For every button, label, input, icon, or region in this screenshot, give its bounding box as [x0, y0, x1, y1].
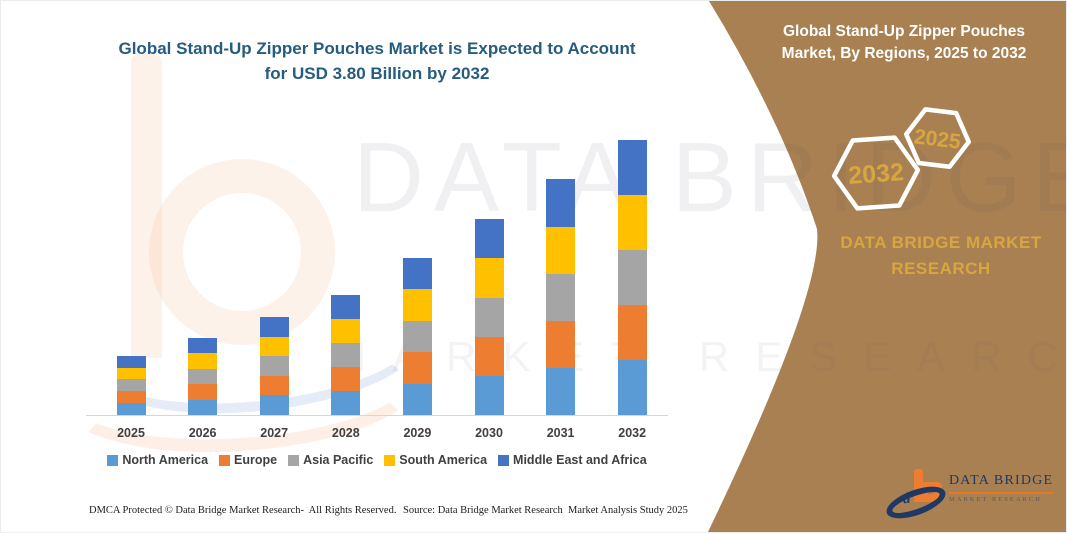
segment-north-america [259, 395, 289, 415]
legend-label: Asia Pacific [303, 453, 374, 467]
bar-2029 [402, 257, 432, 415]
segment-north-america [331, 390, 361, 415]
brand-name-line1: DATA BRIDGE MARKET [840, 233, 1042, 252]
segment-north-america [188, 399, 218, 415]
segment-middle-east-and-africa [116, 355, 146, 368]
logo-company-subtext: MARKET RESEARCH [949, 496, 1042, 503]
legend-swatch-icon [288, 454, 300, 466]
data-bridge-logo: d DATA BRIDGE MARKET RESEARCH [881, 461, 1066, 525]
logo-d-letter: d [902, 490, 912, 508]
segment-south-america [331, 318, 361, 343]
segment-north-america [546, 367, 576, 415]
segment-north-america [116, 403, 146, 415]
bar-2028 [331, 294, 361, 415]
brand-name-text: DATA BRIDGE MARKET RESEARCH [811, 230, 1066, 283]
segment-europe [474, 336, 504, 376]
segment-asia-pacific [188, 368, 218, 384]
segment-south-america [546, 226, 576, 274]
segment-asia-pacific [331, 342, 361, 367]
footer-source-text: Source: Data Bridge Market Research Mark… [403, 505, 688, 516]
x-axis-label-2028: 2028 [331, 426, 360, 440]
plot-area [86, 121, 668, 416]
brand-name-line2: RESEARCH [891, 259, 991, 279]
segment-south-america [116, 367, 146, 380]
legend-label: Europe [234, 453, 278, 467]
segment-europe [546, 320, 576, 368]
legend-label: South America [399, 453, 488, 467]
logo-company-name: DATA BRIDGE [949, 473, 1054, 494]
legend-item-middle-east-and-africa: Middle East and Africa [498, 453, 647, 467]
bar-2025 [116, 355, 146, 415]
segment-middle-east-and-africa [331, 294, 361, 319]
legend-swatch-icon [219, 454, 231, 466]
segment-north-america [617, 359, 647, 415]
segment-middle-east-and-africa [402, 257, 432, 290]
x-axis-label-2031: 2031 [546, 426, 575, 440]
segment-europe [116, 391, 146, 404]
segment-south-america [474, 258, 504, 298]
legend-swatch-icon [107, 454, 119, 466]
x-axis-label-2025: 2025 [117, 426, 145, 440]
segment-middle-east-and-africa [188, 337, 218, 353]
segment-europe [259, 375, 289, 396]
legend-swatch-icon [384, 454, 396, 466]
bar-2030 [474, 219, 504, 415]
legend-label: North America [122, 453, 209, 467]
bar-2032 [617, 139, 647, 415]
segment-asia-pacific [116, 379, 146, 392]
segment-north-america [402, 383, 432, 415]
chart-title-line1: Global Stand-Up Zipper Pouches Market is… [118, 39, 636, 58]
segment-asia-pacific [546, 273, 576, 321]
logo-b-bowl-icon [920, 482, 942, 502]
panel-heading: Global Stand-Up Zipper Pouches Market, B… [748, 21, 1060, 66]
segment-middle-east-and-africa [546, 179, 576, 227]
panel-heading-line1: Global Stand-Up Zipper Pouches [783, 23, 1025, 40]
legend-label: Middle East and Africa [513, 453, 647, 467]
segment-south-america [188, 353, 218, 369]
bar-2026 [188, 337, 218, 415]
legend-item-north-america: North America [107, 453, 208, 467]
segment-asia-pacific [617, 249, 647, 305]
segment-middle-east-and-africa [474, 219, 504, 259]
stacked-bar-chart: 2025 2026 2027 2028 2029 2030 2031 2032 North A… [86, 121, 668, 501]
segment-asia-pacific [259, 356, 289, 376]
segment-south-america [259, 336, 289, 357]
legend-item-asia-pacific: Asia Pacific [288, 453, 373, 467]
segment-south-america [402, 289, 432, 321]
bar-2027 [259, 317, 289, 415]
legend-item-south-america: South America [384, 453, 487, 467]
logo-wordmark: DATA BRIDGE MARKET RESEARCH [949, 471, 1054, 503]
right-panel-shape [707, 1, 1066, 532]
segment-south-america [617, 194, 647, 250]
chart-title-line2: for USD 3.80 Billion by 2032 [264, 63, 490, 83]
segment-asia-pacific [474, 297, 504, 337]
segment-europe [188, 384, 218, 400]
legend-swatch-icon [498, 454, 510, 466]
x-axis-label-2026: 2026 [188, 426, 217, 440]
footer-dmca-text: DMCA Protected © Data Bridge Market Rese… [89, 505, 397, 516]
bar-2031 [546, 179, 576, 415]
panel-heading-line2: Market, By Regions, 2025 to 2032 [781, 45, 1027, 63]
segment-north-america [474, 375, 504, 415]
segment-middle-east-and-africa [259, 317, 289, 337]
x-axis-label-2029: 2029 [403, 426, 432, 440]
x-axis-labels: 2025 2026 2027 2028 2029 2030 2031 2032 [86, 426, 668, 444]
legend-item-europe: Europe [219, 453, 277, 467]
segment-europe [331, 366, 361, 391]
segment-europe [617, 304, 647, 360]
segment-europe [402, 352, 432, 384]
chart-legend: North America Europe Asia Pacific South Ame… [86, 453, 668, 467]
x-axis-label-2030: 2030 [475, 426, 503, 440]
segment-middle-east-and-africa [617, 139, 647, 195]
chart-title: Global Stand-Up Zipper Pouches Market is… [86, 37, 668, 86]
x-axis-label-2027: 2027 [260, 426, 289, 440]
logo-b-stem-icon [914, 469, 923, 502]
segment-asia-pacific [402, 320, 432, 353]
x-axis-label-2032: 2032 [618, 426, 647, 440]
